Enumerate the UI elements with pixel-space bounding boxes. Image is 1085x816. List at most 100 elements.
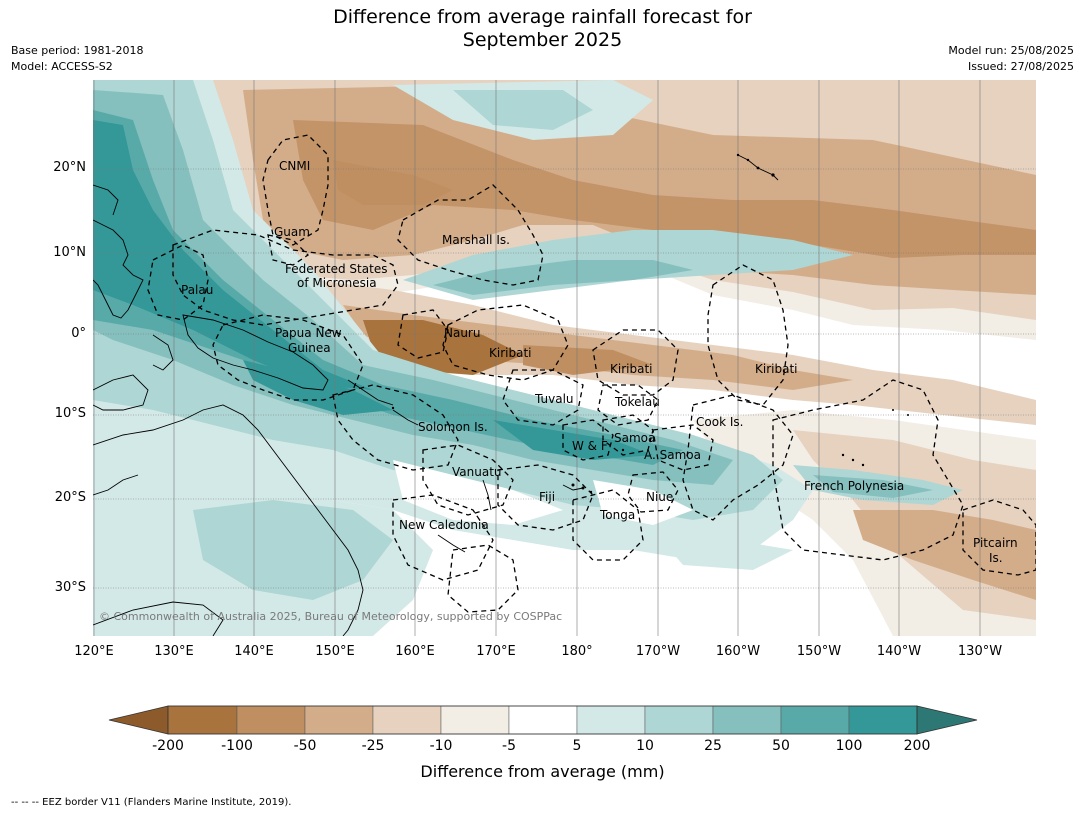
wet-west-6 bbox=[493, 420, 653, 460]
lon-label-140e: 140°E bbox=[234, 644, 274, 659]
title-line-2: September 2025 bbox=[462, 29, 623, 51]
label-kiribati-east: Kiribati bbox=[755, 362, 798, 376]
colorbar-label-10: 100 bbox=[835, 738, 863, 754]
wet-fp-2 bbox=[813, 475, 933, 498]
label-kiribati-west: Kiribati bbox=[489, 346, 532, 360]
label-guam: Guam bbox=[274, 225, 310, 239]
wet-sw-2 bbox=[193, 500, 393, 600]
colorbar-title: Difference from average (mm) bbox=[420, 762, 665, 781]
lon-label-140w: 140°W bbox=[876, 644, 922, 659]
moist-eq-band-2 bbox=[433, 260, 693, 295]
colorbar-label-0: -200 bbox=[152, 738, 184, 754]
label-kiribati-central: Kiribati bbox=[610, 362, 653, 376]
colorbar-swatch-9 bbox=[712, 705, 782, 735]
lat-label-0: 0° bbox=[71, 326, 86, 341]
neutral-patch-3 bbox=[653, 530, 793, 570]
colorbar-label-7: 10 bbox=[636, 738, 654, 754]
chart-title: Difference from average rainfall forecas… bbox=[0, 6, 1085, 52]
coastlines bbox=[93, 154, 779, 636]
colorbar bbox=[108, 705, 978, 735]
lon-label-160e: 160°E bbox=[395, 644, 435, 659]
dry-north-4 bbox=[333, 160, 453, 205]
meta-left: Base period: 1981-2018 Model: ACCESS-S2 bbox=[11, 43, 143, 75]
map-canvas bbox=[93, 80, 1036, 636]
dry-north-3 bbox=[293, 120, 1036, 258]
colorbar-swatch-5 bbox=[440, 705, 510, 735]
model-name: Model: ACCESS-S2 bbox=[11, 60, 113, 73]
colorbar-swatch-3 bbox=[304, 705, 374, 735]
label-palau: Palau bbox=[181, 283, 214, 297]
colorbar-label-9: 50 bbox=[772, 738, 790, 754]
island-specks bbox=[391, 153, 909, 500]
dry-eq-1 bbox=[343, 305, 853, 390]
base-period: Base period: 1981-2018 bbox=[11, 44, 144, 57]
label-png-2: Guinea bbox=[288, 341, 331, 355]
label-marshall: Marshall Is. bbox=[442, 233, 510, 247]
colorbar-swatch-2 bbox=[236, 705, 306, 735]
lon-label-160w: 160°W bbox=[715, 644, 761, 659]
label-fiji: Fiji bbox=[539, 490, 556, 504]
label-fsm-1: Federated States bbox=[285, 262, 388, 276]
lon-label-130w: 130°W bbox=[957, 644, 1003, 659]
lat-label-30s: 30°S bbox=[54, 580, 86, 595]
label-png-1: Papua New bbox=[275, 326, 342, 340]
wet-west-5 bbox=[243, 360, 393, 415]
colorbar-label-1: -100 bbox=[221, 738, 253, 754]
model-run: Model run: 25/08/2025 bbox=[948, 44, 1074, 57]
graticule bbox=[93, 80, 1036, 636]
eez-footnote: -- -- -- EEZ border V11 (Flanders Marine… bbox=[11, 797, 292, 808]
colorbar-swatch-10 bbox=[780, 705, 850, 735]
colorbar-swatch-4 bbox=[372, 705, 442, 735]
label-fsm-2: of Micronesia bbox=[297, 276, 377, 290]
colorbar-label-8: 25 bbox=[704, 738, 722, 754]
label-new-caledonia: New Caledonia bbox=[399, 518, 489, 532]
lat-label-20n: 20°N bbox=[53, 160, 86, 175]
lat-label-10n: 10°N bbox=[53, 245, 86, 260]
label-cook: Cook Is. bbox=[696, 415, 744, 429]
colorbar-swatch-gt-200 bbox=[916, 705, 978, 735]
eez-borders bbox=[147, 134, 1036, 613]
colorbar-swatch-1 bbox=[167, 705, 238, 735]
wet-west-1 bbox=[93, 80, 783, 520]
lon-label-170e: 170°E bbox=[476, 644, 516, 659]
colorbar-swatch-8 bbox=[644, 705, 714, 735]
label-nauru: Nauru bbox=[444, 326, 481, 340]
label-tuvalu: Tuvalu bbox=[535, 392, 574, 406]
lon-label-150e: 150°E bbox=[315, 644, 355, 659]
colorbar-swatch-11 bbox=[848, 705, 918, 735]
lat-label-20s: 20°S bbox=[54, 490, 86, 505]
label-wf: W & F bbox=[572, 439, 608, 453]
issued-date: Issued: 27/08/2025 bbox=[967, 60, 1074, 73]
label-tokelau: Tokelau bbox=[615, 395, 660, 409]
copyright-notice: © Commonwealth of Australia 2025, Bureau… bbox=[99, 610, 563, 623]
label-pitcairn-2: Is. bbox=[989, 551, 1003, 565]
colorbar-label-6: 5 bbox=[572, 738, 582, 754]
colorbar-swatch-6 bbox=[508, 705, 578, 735]
colorbar-label-11: 200 bbox=[903, 738, 931, 754]
label-asamoa: A. Samoa bbox=[644, 448, 701, 462]
colorbar-swatch-lt-200 bbox=[108, 705, 169, 735]
meta-right: Model run: 25/08/2025 Issued: 27/08/2025 bbox=[948, 43, 1074, 75]
lon-label-180: 180° bbox=[561, 644, 593, 659]
colorbar-label-3: -25 bbox=[361, 738, 385, 754]
neutral-patch-1 bbox=[393, 460, 563, 525]
label-vanuatu: Vanuatu bbox=[452, 465, 502, 479]
rainfall-map: CNMI Guam Marshall Is. Federated States … bbox=[93, 80, 1036, 636]
colorbar-label-4: -10 bbox=[429, 738, 453, 754]
label-niue: Niue bbox=[646, 490, 674, 504]
label-french-polynesia: French Polynesia bbox=[804, 479, 905, 493]
label-solomon: Solomon Is. bbox=[418, 420, 488, 434]
lon-label-170w: 170°W bbox=[635, 644, 681, 659]
colorbar-label-2: -50 bbox=[293, 738, 317, 754]
moist-north-band-2 bbox=[453, 90, 593, 130]
label-pitcairn-1: Pitcairn bbox=[973, 536, 1018, 550]
label-samoa: Samoa bbox=[614, 431, 656, 445]
lon-label-120e: 120°E bbox=[74, 644, 114, 659]
label-cnmi: CNMI bbox=[279, 159, 311, 173]
title-line-1: Difference from average rainfall forecas… bbox=[333, 6, 752, 28]
wet-west-4 bbox=[93, 120, 373, 390]
colorbar-label-5: -5 bbox=[502, 738, 516, 754]
colorbar-swatch-7 bbox=[576, 705, 646, 735]
neutral-patch-2 bbox=[593, 480, 693, 525]
lon-label-150w: 150°W bbox=[796, 644, 842, 659]
